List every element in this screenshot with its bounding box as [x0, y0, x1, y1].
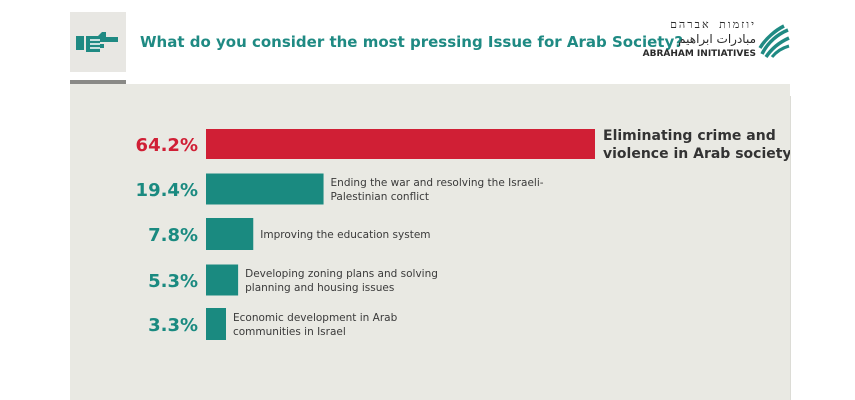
category-label-5: Economic development in Arab communities … — [233, 312, 398, 338]
icon-box — [70, 12, 126, 72]
divider — [790, 96, 791, 400]
bar-chart: 64.2% Eliminating crime and violence in Ar… — [136, 128, 790, 340]
value-label-1: 64.2% — [136, 135, 198, 156]
header: What do you consider the most pressing I… — [70, 0, 790, 84]
value-label-3: 7.8% — [148, 225, 198, 246]
chart-panel: 64.2% Eliminating crime and violence in Ar… — [70, 84, 790, 400]
pointing-hand-icon — [76, 32, 118, 52]
icon-underline — [70, 80, 126, 84]
category-label-1: Eliminating crime and violence in Arab so… — [603, 128, 790, 162]
bar-1 — [206, 129, 595, 159]
category-label-2: Ending the war and resolving the Israeli… — [331, 177, 544, 203]
logo-arabic-text: مبادرات ابراهيم — [678, 32, 756, 46]
abraham-initiatives-logo: יוזמות אברהם مبادرات ابراهيم ABRAHAM INI… — [630, 16, 790, 64]
value-label-5: 3.3% — [148, 315, 198, 336]
bar-4 — [206, 264, 239, 296]
bar-5 — [206, 308, 226, 340]
logo-hebrew-text: יוזמות אברהם — [670, 18, 756, 31]
value-label-4: 5.3% — [148, 271, 198, 292]
bar-3 — [206, 218, 254, 250]
logo-mark-icon — [758, 24, 790, 58]
logo-english-text: ABRAHAM INITIATIVES — [642, 49, 756, 59]
category-label-4: Developing zoning plans and solving plann… — [245, 268, 438, 294]
page-title: What do you consider the most pressing I… — [140, 33, 683, 51]
bar-2 — [206, 173, 324, 205]
category-label-3: Improving the education system — [260, 229, 430, 241]
value-label-2: 19.4% — [136, 180, 198, 201]
